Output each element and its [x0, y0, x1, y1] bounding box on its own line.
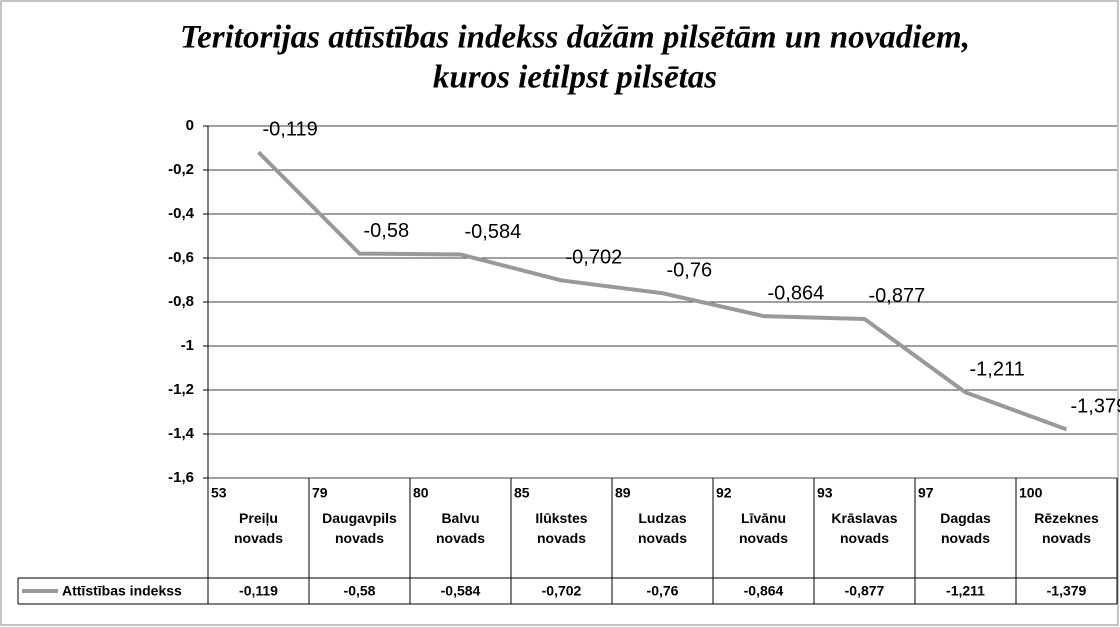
y-tick-label: -1,6 [168, 469, 194, 486]
y-tick-label: -0,6 [168, 249, 194, 266]
table-value: -0,584 [441, 583, 481, 599]
table-value: -0,119 [239, 583, 278, 599]
category-name: Ludzas novads [637, 510, 687, 546]
category-name-box: Balvu novads [435, 510, 485, 546]
category-name-box: Daugavpils novads [322, 510, 397, 546]
data-label: -0,584 [465, 221, 522, 243]
data-label: -0,58 [364, 220, 410, 242]
category-name-box: Līvānu novads [738, 510, 788, 546]
y-tick-label: -0,2 [168, 161, 194, 178]
category-rank: 97 [918, 485, 934, 501]
series-line [257, 150, 1068, 432]
category-name-box: Dagdas novads [940, 510, 991, 546]
category-name: Rēzeknes novads [1034, 510, 1099, 546]
category-name-box: Preiļu novads [233, 510, 283, 546]
category-name: Preiļu novads [233, 510, 283, 546]
category-name: Līvānu novads [738, 510, 788, 546]
category-name: Dagdas novads [940, 510, 991, 546]
table-value: -0,76 [647, 583, 679, 599]
category-name-box: Ilūkstes novads [535, 510, 588, 546]
table-value: -0,877 [845, 583, 885, 599]
y-tick-label: -1,4 [168, 425, 195, 442]
data-label: -0,76 [667, 259, 713, 281]
table-value: -0,702 [542, 583, 582, 599]
table-value: -1,379 [1047, 583, 1087, 599]
data-label: -0,119 [263, 118, 318, 140]
category-rank: 53 [211, 485, 227, 501]
chart-title: kuros ietilpst pilsētas [433, 60, 717, 96]
data-label: -0,702 [566, 247, 623, 269]
y-tick-label: -0,8 [168, 293, 194, 310]
data-label: -1,211 [970, 359, 1025, 381]
category-rank: 85 [514, 485, 530, 501]
table-value: -0,864 [744, 583, 784, 599]
y-tick-label: -0,4 [168, 205, 195, 222]
category-rank: 100 [1019, 485, 1043, 501]
data-label: -0,877 [869, 285, 926, 307]
category-rank: 92 [716, 485, 732, 501]
category-rank: 80 [413, 485, 429, 501]
category-name-box: Rēzeknes novads [1034, 510, 1099, 546]
category-name: Balvu novads [435, 510, 485, 546]
category-rank: 93 [817, 485, 833, 501]
legend-label: Attīstības indekss [62, 583, 182, 599]
category-name: Krāslavas novads [831, 510, 898, 546]
category-rank: 89 [615, 485, 631, 501]
y-tick-label: -1 [181, 337, 194, 354]
category-name-box: Krāslavas novads [831, 510, 898, 546]
category-name-box: Ludzas novads [637, 510, 687, 546]
data-label: -1,379 [1071, 396, 1120, 418]
y-tick-label: -1,2 [168, 381, 194, 398]
category-name: Daugavpils novads [322, 510, 397, 546]
category-name: Ilūkstes novads [535, 510, 588, 546]
table-value: -1,211 [946, 583, 985, 599]
category-rank: 79 [312, 485, 328, 501]
data-label: -0,864 [768, 282, 825, 304]
chart-title: Teritorijas attīstības indekss dažām pil… [180, 20, 970, 56]
y-tick-label: 0 [186, 117, 194, 134]
table-value: -0,58 [344, 583, 376, 599]
